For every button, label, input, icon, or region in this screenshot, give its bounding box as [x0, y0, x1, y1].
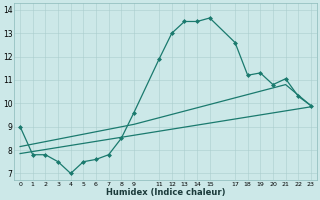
- X-axis label: Humidex (Indice chaleur): Humidex (Indice chaleur): [106, 188, 225, 197]
